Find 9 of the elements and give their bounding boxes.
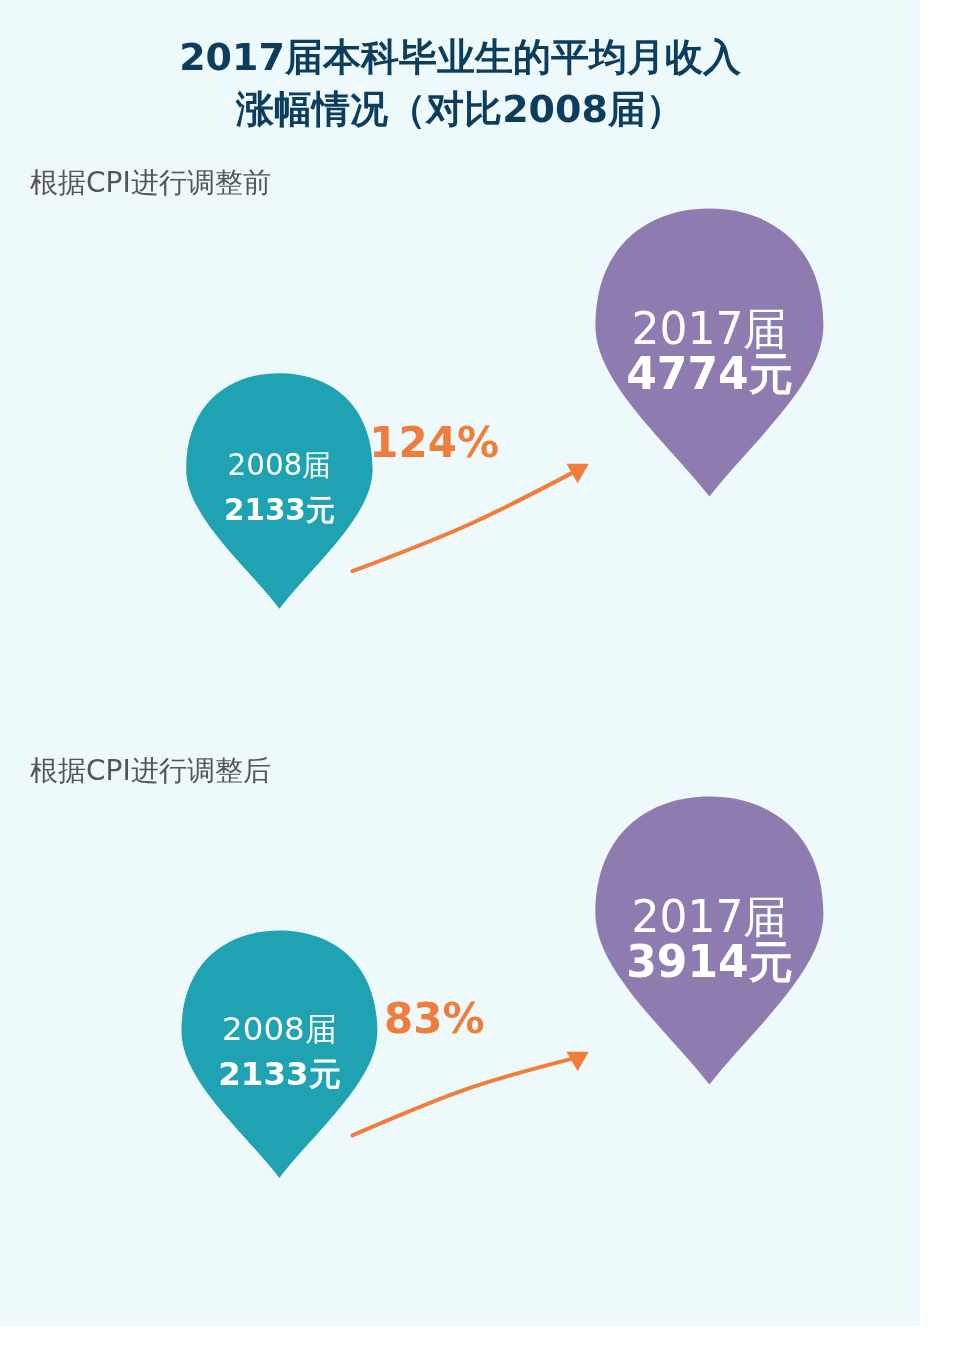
text: 根据CPI进行调整前 [30, 166, 271, 200]
text: 83% [383, 993, 485, 1043]
category-label: 2008届 [227, 447, 332, 482]
text: 2017届本科毕业生的平均月收入涨幅情况（对比2008届） [179, 35, 742, 132]
text: 根据CPI进行调整后 [30, 754, 271, 788]
category-label: 2008届 [222, 1009, 337, 1048]
text: 124% [369, 417, 500, 467]
data-label: 2133元 [218, 1054, 341, 1093]
data-label: 2133元 [223, 492, 335, 527]
